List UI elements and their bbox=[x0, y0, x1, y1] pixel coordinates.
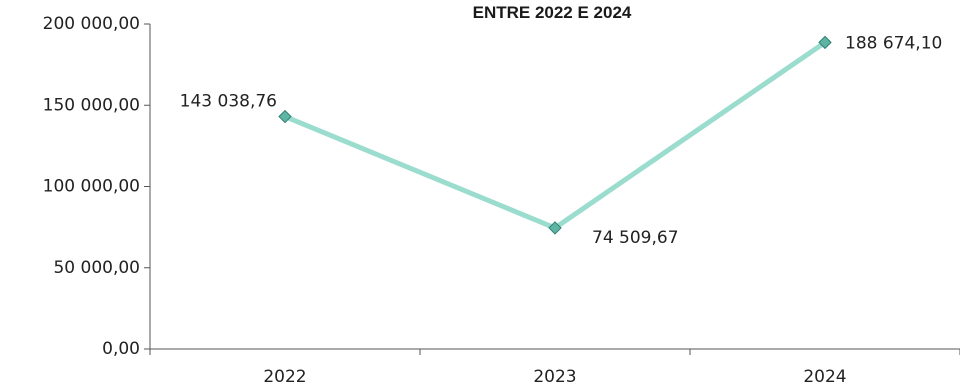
y-tick-label: 100 000,00 bbox=[43, 177, 140, 197]
y-tick-label: 50 000,00 bbox=[53, 258, 140, 278]
data-label: 143 038,76 bbox=[180, 92, 277, 112]
x-axis: 2022 2023 2024 bbox=[149, 348, 960, 387]
x-tick-label: 2023 bbox=[533, 367, 576, 387]
chart-title: ENTRE 2022 E 2024 bbox=[473, 3, 632, 22]
x-tick-label: 2024 bbox=[803, 367, 846, 387]
data-label: 188 674,10 bbox=[845, 33, 942, 53]
y-tick-label: 150 000,00 bbox=[43, 95, 140, 115]
data-point-marker bbox=[548, 221, 562, 235]
series-line bbox=[282, 39, 828, 231]
data-label: 74 509,67 bbox=[592, 228, 679, 248]
series bbox=[278, 35, 832, 235]
y-tick-label: 200 000,00 bbox=[43, 14, 140, 34]
data-point-marker bbox=[818, 35, 832, 50]
x-tick-label: 2022 bbox=[263, 367, 306, 387]
y-tick-label: 0,00 bbox=[102, 339, 140, 359]
data-point-marker bbox=[278, 109, 292, 124]
data-labels: 143 038,76 74 509,67 188 674,10 bbox=[180, 33, 943, 248]
y-axis: 0,00 50 000,00 100 000,00 150 000,00 200 000… bbox=[43, 14, 151, 359]
